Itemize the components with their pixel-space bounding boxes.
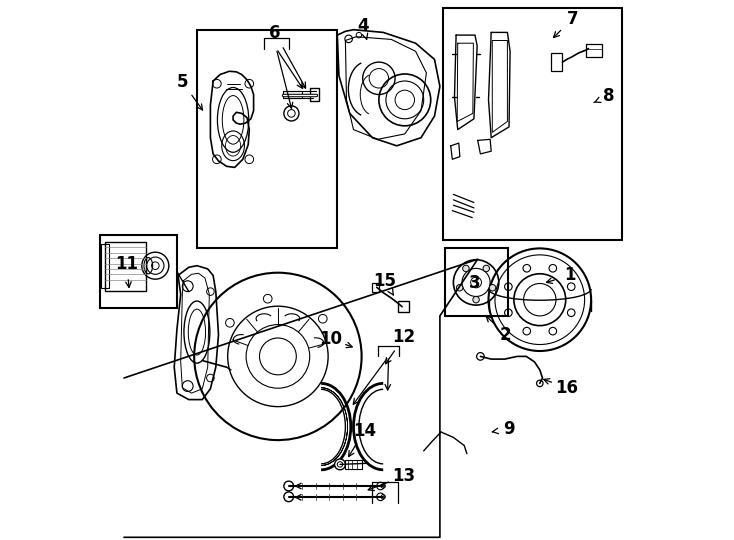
Circle shape	[462, 265, 469, 272]
Text: 11: 11	[115, 254, 138, 273]
Bar	[372, 283, 379, 292]
Circle shape	[377, 493, 385, 501]
Circle shape	[483, 265, 490, 272]
Text: 2: 2	[500, 326, 512, 344]
Bar	[443, 8, 622, 240]
Bar	[310, 88, 319, 101]
Circle shape	[473, 296, 479, 303]
Bar	[346, 460, 362, 469]
Bar	[100, 235, 177, 308]
Text: 15: 15	[373, 272, 396, 290]
Bar	[399, 301, 409, 312]
Bar	[446, 248, 509, 316]
Circle shape	[537, 380, 543, 387]
Text: 3: 3	[469, 274, 481, 293]
Text: 14: 14	[353, 422, 376, 440]
Bar	[586, 44, 602, 57]
Circle shape	[335, 459, 346, 470]
Text: 12: 12	[392, 328, 415, 347]
Text: 5: 5	[177, 73, 188, 91]
Text: 4: 4	[357, 17, 368, 35]
Text: 13: 13	[392, 467, 415, 485]
Circle shape	[457, 285, 463, 291]
Text: 6: 6	[269, 24, 281, 43]
Text: 1: 1	[564, 266, 575, 285]
Text: 9: 9	[503, 420, 515, 438]
Circle shape	[284, 492, 294, 502]
Circle shape	[476, 353, 484, 360]
Text: 7: 7	[567, 10, 578, 28]
Bar	[197, 30, 338, 248]
Bar	[550, 53, 562, 71]
Circle shape	[284, 106, 299, 121]
Circle shape	[490, 285, 495, 291]
Text: 8: 8	[603, 87, 614, 105]
Text: 16: 16	[556, 379, 578, 397]
Circle shape	[377, 482, 385, 490]
Bar	[283, 91, 302, 98]
Circle shape	[284, 481, 294, 491]
Bar	[101, 244, 109, 288]
Bar	[105, 242, 145, 291]
Text: 10: 10	[319, 330, 342, 348]
